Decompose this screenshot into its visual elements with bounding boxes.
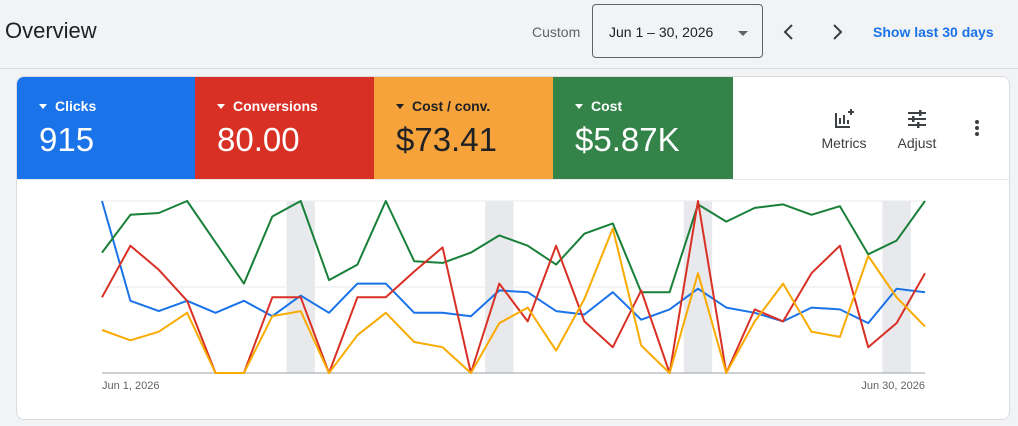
metric-label: Cost (575, 98, 622, 114)
metric-label: Cost / conv. (396, 98, 490, 114)
metric-tile-clicks[interactable]: Clicks 915 (17, 77, 195, 179)
metrics-button[interactable]: Metrics (813, 107, 875, 151)
series-line-3 (101, 227, 926, 374)
metric-clicks-label: Clicks (55, 98, 97, 114)
chevron-left-icon[interactable] (777, 20, 801, 44)
x-tick-label-start: Jun 1, 2026 (102, 380, 160, 392)
metric-tile-cost-per-conv[interactable]: Cost / conv. $73.41 (374, 77, 553, 179)
dropdown-arrow-icon (575, 104, 583, 109)
series-line-1 (101, 200, 926, 294)
x-tick-label-end: Jun 30, 2026 (861, 380, 925, 392)
dropdown-arrow-icon (396, 104, 404, 109)
metric-cost-value: $5.87K (575, 121, 680, 158)
date-range-picker[interactable]: Jun 1 – 30, 2026 (592, 4, 763, 58)
metric-conversions-label: Conversions (233, 98, 318, 114)
adjust-button[interactable]: Adjust (889, 107, 945, 151)
overview-card: Clicks 915 Conversions 80.00 Cost / conv… (16, 76, 1010, 420)
add-chart-icon (835, 109, 854, 128)
tiles-divider (17, 179, 1009, 180)
adjust-label: Adjust (897, 135, 937, 151)
metric-cost-label: Cost (591, 98, 623, 114)
dropdown-arrow-icon (39, 104, 47, 109)
date-range-value: Jun 1 – 30, 2026 (609, 24, 714, 40)
dropdown-arrow-icon (217, 104, 225, 109)
metric-clicks-value: 915 (39, 121, 95, 158)
show-last-30-days-link[interactable]: Show last 30 days (873, 24, 994, 40)
header-divider (0, 68, 1018, 69)
overview-line-chart: Jun 1, 2026 Jun 30, 2026 (101, 200, 926, 392)
date-preset-label: Custom (532, 24, 581, 40)
chevron-right-icon[interactable] (825, 20, 849, 44)
dropdown-arrow-icon (738, 31, 748, 36)
metric-label: Conversions (217, 98, 318, 114)
page-title: Overview (5, 18, 97, 43)
tune-icon (908, 110, 926, 128)
more-options-icon[interactable] (975, 119, 979, 137)
metric-tile-cost[interactable]: Cost $5.87K (553, 77, 733, 179)
metric-cost-per-conv-label: Cost / conv. (412, 98, 491, 114)
series-line-0 (101, 200, 926, 325)
metric-label: Clicks (39, 98, 96, 114)
metric-conversions-value: 80.00 (217, 121, 300, 158)
metric-tile-conversions[interactable]: Conversions 80.00 (195, 77, 374, 179)
metrics-label: Metrics (821, 135, 867, 151)
metric-cost-per-conv-value: $73.41 (396, 121, 497, 158)
